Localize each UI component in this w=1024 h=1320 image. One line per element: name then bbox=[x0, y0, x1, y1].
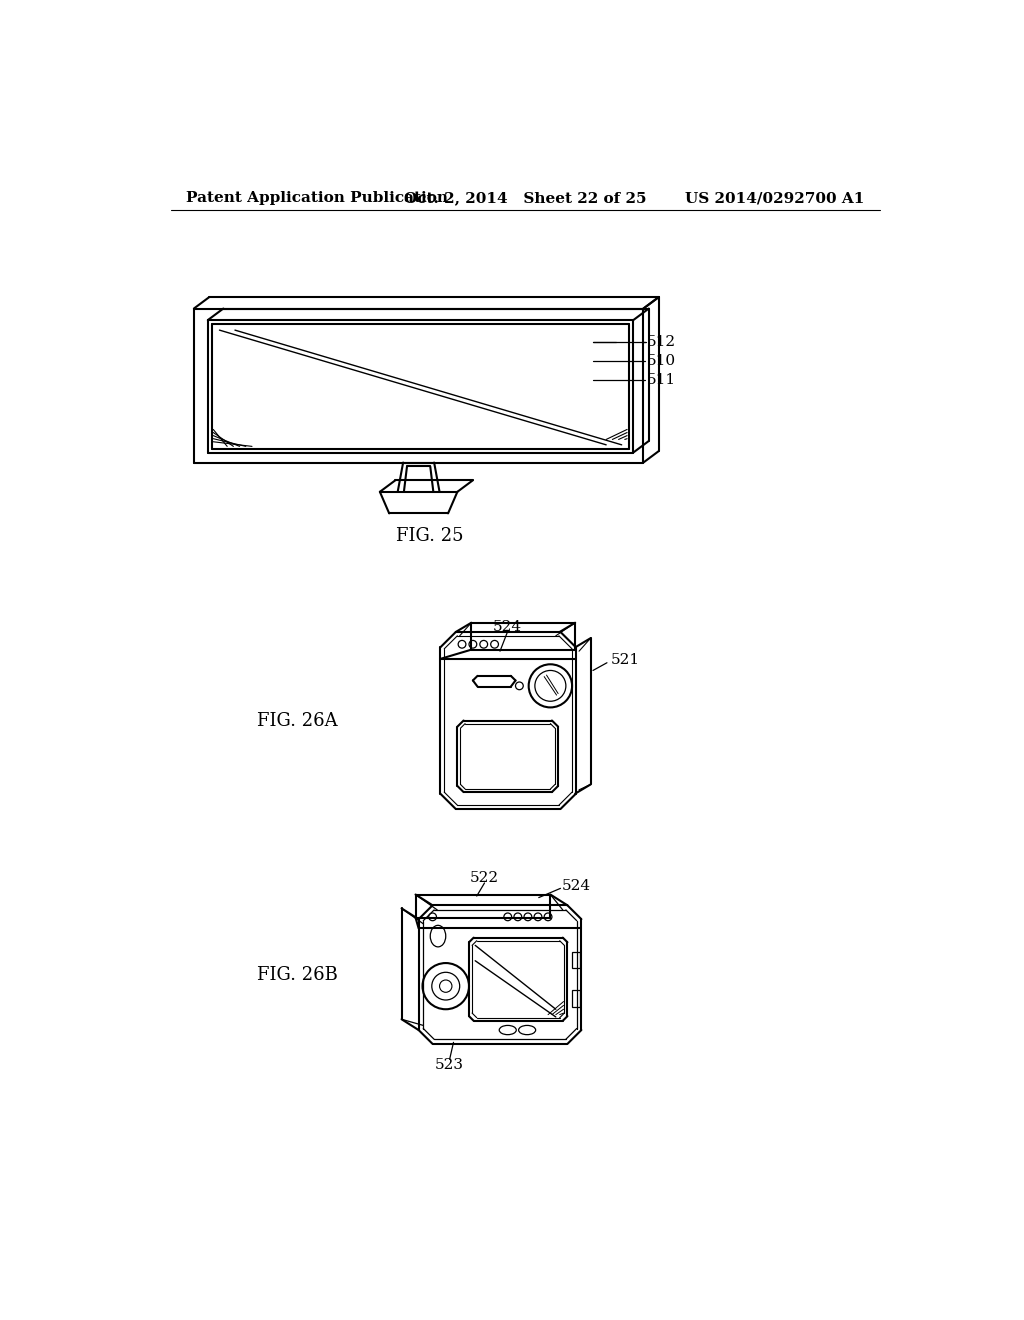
Text: Oct. 2, 2014   Sheet 22 of 25: Oct. 2, 2014 Sheet 22 of 25 bbox=[403, 191, 646, 206]
Text: FIG. 26A: FIG. 26A bbox=[257, 711, 337, 730]
Bar bbox=[572, 990, 580, 1007]
Bar bbox=[572, 952, 580, 969]
Text: 512: 512 bbox=[647, 335, 677, 348]
Text: 521: 521 bbox=[611, 653, 640, 668]
Text: FIG. 25: FIG. 25 bbox=[396, 527, 464, 545]
Text: 522: 522 bbox=[470, 871, 499, 886]
Text: US 2014/0292700 A1: US 2014/0292700 A1 bbox=[685, 191, 864, 206]
Text: 523: 523 bbox=[435, 1059, 464, 1072]
Text: FIG. 26B: FIG. 26B bbox=[257, 966, 337, 983]
Text: Patent Application Publication: Patent Application Publication bbox=[186, 191, 449, 206]
Text: 524: 524 bbox=[494, 619, 522, 634]
Text: 524: 524 bbox=[562, 879, 591, 894]
Text: 510: 510 bbox=[647, 354, 677, 368]
Text: 511: 511 bbox=[647, 374, 677, 387]
